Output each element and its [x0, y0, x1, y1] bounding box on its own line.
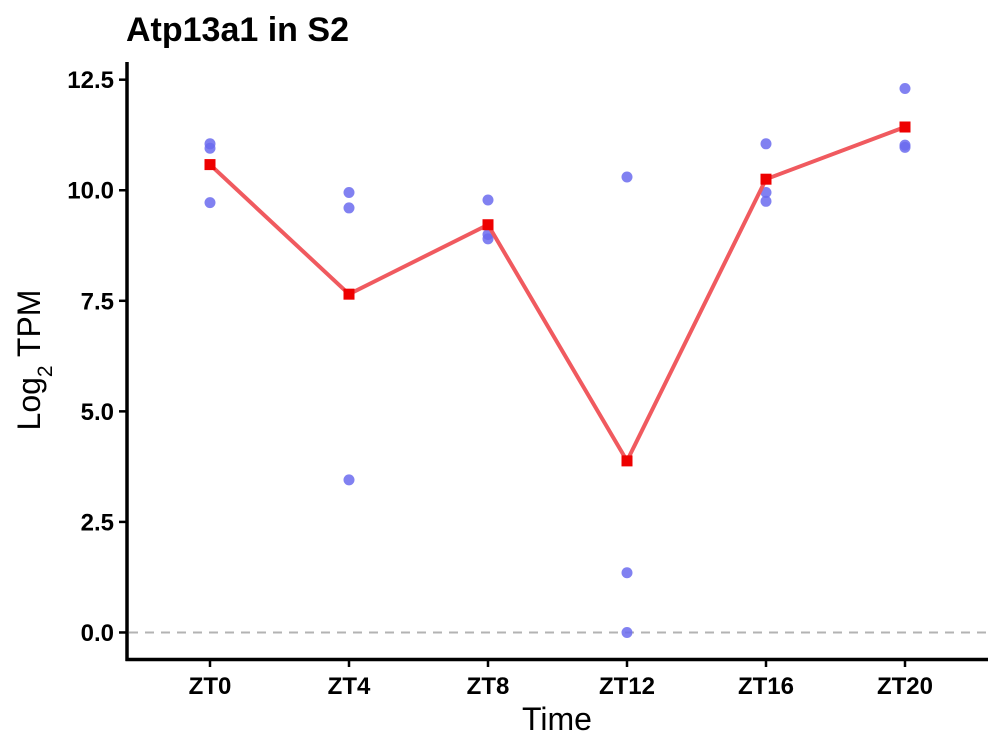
replicate-point	[343, 202, 355, 214]
x-tick-label: ZT20	[877, 673, 933, 700]
x-tick-label: ZT4	[328, 673, 371, 700]
y-axis-title-main: Log	[11, 377, 47, 430]
y-axis-title-subscript: 2	[34, 365, 57, 377]
y-tick-label: 0.0	[81, 620, 114, 647]
x-tick-label: ZT12	[599, 673, 655, 700]
replicate-point	[621, 626, 633, 638]
x-tick-label: ZT8	[467, 673, 510, 700]
mean-marker	[204, 159, 216, 171]
replicate-point	[899, 141, 911, 153]
replicate-point	[204, 197, 216, 209]
replicate-point	[343, 186, 355, 198]
x-ticks: ZT0 ZT4 ZT8 ZT12 ZT16 ZT20	[189, 659, 933, 700]
y-tick-label: 7.5	[81, 288, 114, 315]
replicate-point	[621, 171, 633, 183]
x-tick-label: ZT0	[189, 673, 232, 700]
y-tick-label: 10.0	[67, 178, 114, 205]
replicate-point	[204, 142, 216, 154]
y-tick-label: 5.0	[81, 399, 114, 426]
replicate-points	[204, 83, 911, 638]
mean-marker	[343, 288, 355, 300]
replicate-point	[899, 83, 911, 95]
y-tick-label: 2.5	[81, 509, 114, 536]
mean-markers	[204, 121, 911, 467]
mean-marker	[899, 121, 911, 133]
replicate-point	[760, 195, 772, 207]
mean-line-layer	[208, 125, 907, 463]
replicate-point	[760, 186, 772, 198]
chart-title: Atp13a1 in S2	[126, 11, 349, 49]
replicate-point	[482, 233, 494, 245]
replicate-point	[482, 194, 494, 206]
x-tick-label: ZT16	[738, 673, 794, 700]
y-axis-title: Log2 TPM	[11, 290, 57, 431]
y-ticks: 0.0 2.5 5.0 7.5 10.0 12.5	[67, 67, 127, 647]
x-axis-title: Time	[522, 701, 592, 737]
mean-marker	[760, 173, 772, 185]
mean-marker	[482, 219, 494, 231]
axes	[125, 62, 988, 662]
replicate-point	[760, 138, 772, 150]
replicate-point	[621, 567, 633, 579]
mean-marker	[621, 455, 633, 467]
y-axis-title-rest: TPM	[11, 290, 47, 366]
y-tick-label: 12.5	[67, 67, 114, 94]
mean-line	[208, 125, 907, 463]
replicate-point	[343, 474, 355, 486]
